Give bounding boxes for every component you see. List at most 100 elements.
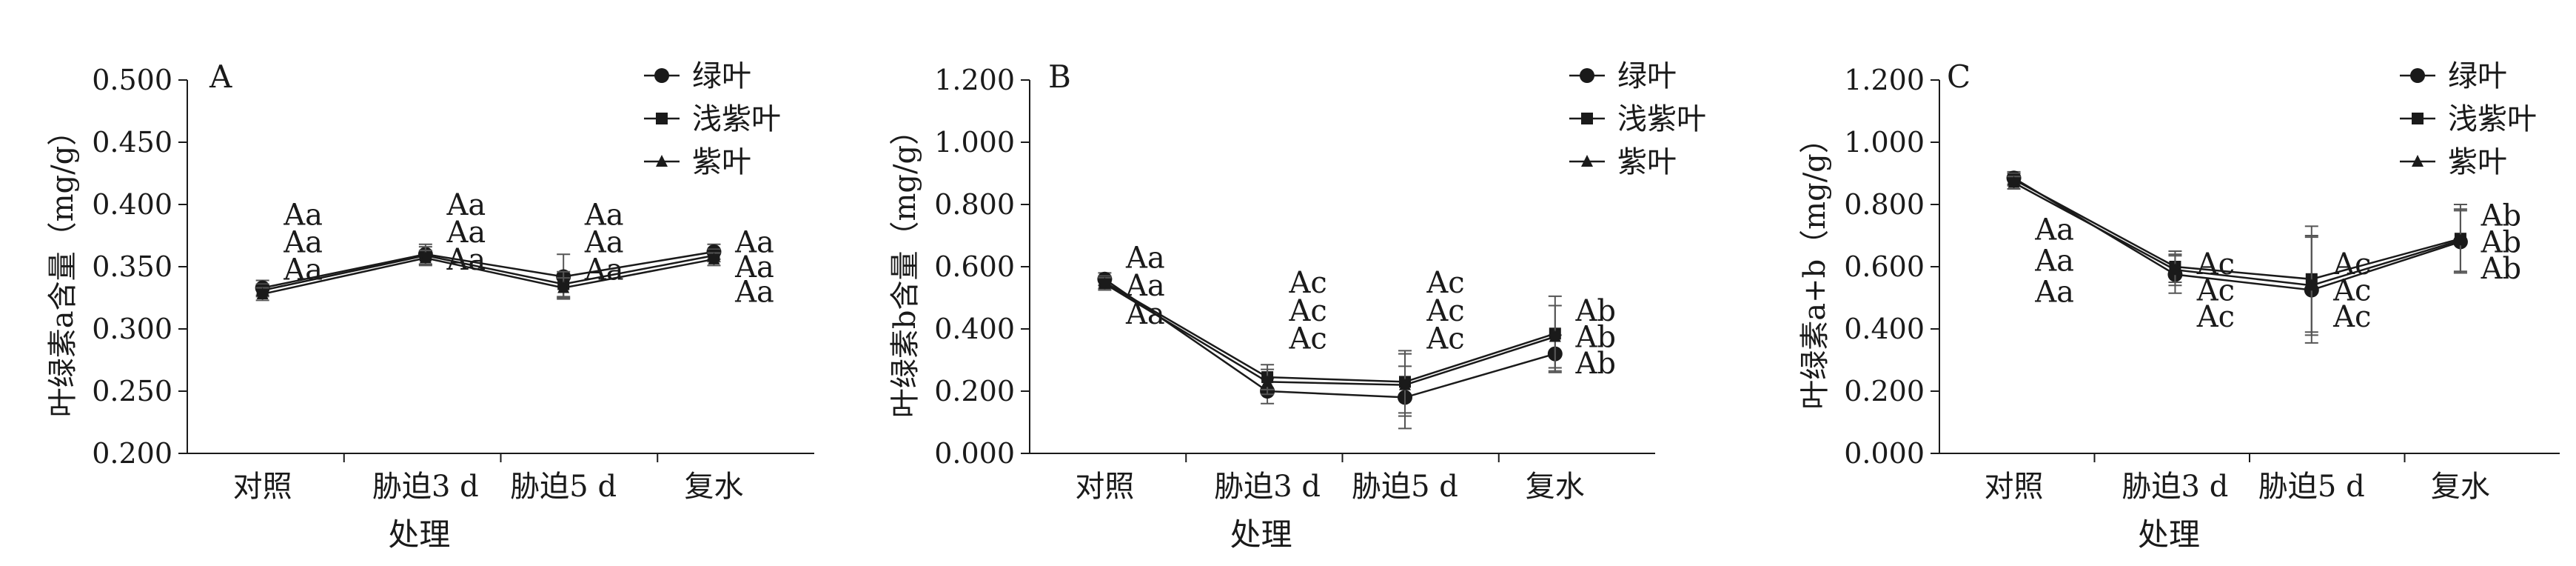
data-point xyxy=(1399,378,1411,390)
x-tick-label: 胁迫5 d xyxy=(2258,470,2365,504)
y-tick-label: 1.200 xyxy=(934,64,1015,96)
y-tick-label: 0.300 xyxy=(92,313,172,345)
series-line xyxy=(262,250,714,289)
chart-panel-a: 0.200 0.250 0.300 0.350 0.400 0.450 0.500 对照 胁迫3… xyxy=(46,59,814,553)
x-tick-label: 胁迫5 d xyxy=(1352,470,1458,504)
panel-letter: A xyxy=(209,59,232,95)
y-tick-label: 0.600 xyxy=(1844,250,1925,283)
legend-label: 浅紫叶 xyxy=(2448,102,2537,136)
significance-label: Aa xyxy=(734,225,774,259)
legend-label: 绿叶 xyxy=(1617,59,1677,93)
x-tick-label: 胁迫3 d xyxy=(372,470,479,504)
significance-label: Ac xyxy=(1426,322,1464,356)
series-triangle xyxy=(1098,276,1562,417)
y-tick-label: 0.600 xyxy=(934,250,1015,283)
legend-entry: 绿叶 xyxy=(2400,59,2507,93)
significance-label: Aa xyxy=(734,276,774,310)
legend-label: 绿叶 xyxy=(2448,59,2507,93)
series-square xyxy=(2007,173,2467,333)
y-axis-label: 叶绿素a含量（mg/g） xyxy=(46,116,80,417)
legend-entry: 紫叶 xyxy=(2400,145,2507,179)
significance-label: Aa xyxy=(584,253,624,287)
series-circle xyxy=(2006,170,2468,344)
y-tick-label: 0.800 xyxy=(934,188,1015,221)
significance-label: Aa xyxy=(283,253,323,287)
legend-label: 浅紫叶 xyxy=(692,102,781,136)
significance-label: Aa xyxy=(283,198,323,232)
significance-label: Ac xyxy=(1288,294,1326,328)
significance-label: Ac xyxy=(1426,266,1464,300)
legend-marker xyxy=(656,113,668,124)
significance-label: Aa xyxy=(584,225,624,259)
significance-label: Aa xyxy=(734,250,774,284)
x-axis-label: 处理 xyxy=(2138,516,2200,553)
legend-marker xyxy=(2412,113,2424,124)
legend-label: 绿叶 xyxy=(692,59,751,93)
significance-label: Ac xyxy=(2196,247,2235,282)
y-tick-label: 0.400 xyxy=(92,188,172,221)
legend-marker xyxy=(1581,155,1593,167)
x-tick-label: 胁迫5 d xyxy=(510,470,617,504)
legend-label: 浅紫叶 xyxy=(1617,102,1706,136)
series-line xyxy=(1104,278,1556,399)
series-line xyxy=(1104,281,1556,383)
significance-label: Ab xyxy=(1575,294,1617,328)
data-point xyxy=(2454,233,2466,246)
significance-label: Ac xyxy=(1288,322,1326,356)
y-tick-label: 0.000 xyxy=(934,437,1015,470)
y-tick-label: 0.000 xyxy=(1844,437,1925,470)
x-axis-label: 处理 xyxy=(388,516,450,553)
x-tick-label: 对照 xyxy=(233,470,292,504)
significance-label: Ab xyxy=(2481,225,2522,259)
series-triangle xyxy=(255,250,721,302)
series-square xyxy=(1098,275,1562,414)
panel-letter: B xyxy=(1048,59,1071,95)
significance-label: Aa xyxy=(1125,241,1165,275)
legend-marker xyxy=(1580,68,1594,83)
data-point xyxy=(708,252,720,264)
y-axis-label: 叶绿素b含量（mg/g） xyxy=(888,116,922,418)
significance-label: Ac xyxy=(1426,294,1464,328)
significance-label: Aa xyxy=(446,216,486,250)
x-tick-label: 对照 xyxy=(1075,470,1134,504)
significance-label: Ac xyxy=(2332,247,2371,282)
x-tick-label: 复水 xyxy=(1526,470,1585,504)
data-point xyxy=(2305,279,2318,291)
significance-label: Ac xyxy=(2196,274,2235,308)
significance-label: Ab xyxy=(2481,252,2522,286)
series-line xyxy=(262,256,714,296)
significance-label: Aa xyxy=(584,198,624,232)
x-tick-label: 对照 xyxy=(1985,470,2044,504)
x-tick-label: 胁迫3 d xyxy=(2122,470,2229,504)
legend-label: 紫叶 xyxy=(1617,145,1677,179)
data-point xyxy=(419,251,432,264)
legend-marker xyxy=(2410,68,2425,83)
significance-label: Aa xyxy=(283,225,323,259)
data-point xyxy=(2008,176,2020,188)
y-tick-label: 1.000 xyxy=(934,126,1015,159)
panel-letter: C xyxy=(1947,59,1970,95)
legend-marker xyxy=(2412,155,2424,167)
series-line xyxy=(1104,283,1556,386)
series-line xyxy=(262,254,714,292)
y-axis-label: 叶绿素a+b（mg/g） xyxy=(1798,124,1832,410)
legend-marker xyxy=(1581,113,1593,124)
x-tick-label: 复水 xyxy=(2431,470,2490,504)
significance-label: Ab xyxy=(1575,347,1617,381)
significance-label: Aa xyxy=(446,188,486,222)
y-tick-label: 0.450 xyxy=(92,126,172,159)
data-point xyxy=(2169,263,2181,276)
chart-panel-c: 0.000 0.200 0.400 0.600 0.800 1.000 1.200 对照 胁迫3… xyxy=(1798,59,2560,553)
significance-label: Aa xyxy=(1125,297,1165,331)
y-tick-label: 0.200 xyxy=(92,437,172,470)
x-tick-label: 复水 xyxy=(684,470,743,504)
y-tick-label: 0.800 xyxy=(1844,188,1925,221)
significance-label: Ac xyxy=(1288,266,1326,300)
significance-label: Aa xyxy=(446,243,486,277)
legend-marker xyxy=(654,68,669,83)
data-point xyxy=(1261,375,1274,387)
legend-entry: 浅紫叶 xyxy=(2400,102,2537,136)
x-tick-label: 胁迫3 d xyxy=(1214,470,1321,504)
legend-entry: 浅紫叶 xyxy=(644,102,781,136)
